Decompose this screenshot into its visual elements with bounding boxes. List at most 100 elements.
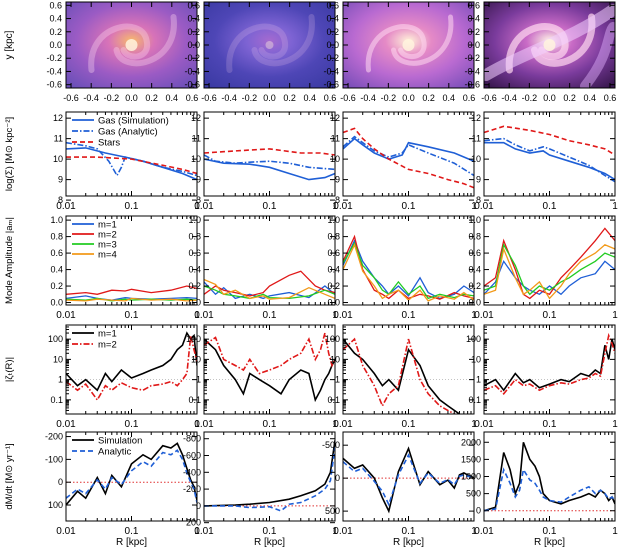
modes-ytick-label: 0.6 [50, 248, 63, 258]
modes-panel-2: 0.01 0.1 10.00.20.40.60.81.0 [188, 215, 338, 321]
modes-panel-3: 0.01 0.1 1 0.0 0.2 0.4 0.6 0.8 1.0 [327, 215, 477, 321]
modes-series-m-3 [343, 241, 474, 300]
sigma-series-gas-analytic- [204, 154, 335, 171]
map-ytick-label: -0.2 [46, 53, 62, 63]
modes-ytick-label: 1.0 [327, 215, 340, 225]
legend-label: Stars [98, 138, 120, 149]
mdot-ylabel: dM/dt [M⊙ yr⁻¹] [4, 443, 15, 509]
map-xtick-label: -0.4 [501, 93, 517, 103]
map-ytick-label: -0.6 [46, 80, 62, 90]
mdot-xtick-label: 0.01 [56, 526, 76, 537]
sigma-ytick-label: 11 [472, 134, 481, 144]
sigma-series-stars [343, 127, 474, 189]
map-xtick-label: 0.2 [422, 93, 435, 103]
sigma-series-gas-simulation- [204, 158, 335, 181]
modes-ytick-label: 1.0 [188, 215, 201, 225]
mdot-ytick-label: -400 [183, 467, 201, 477]
modes-panel-bg [343, 216, 474, 305]
map-ylabel: y [kpc] [4, 30, 15, 59]
map-xtick-label: -0.6 [481, 93, 497, 103]
sigma-ytick-label: 10 [330, 154, 340, 164]
mdot-xtick-label: 1 [194, 526, 200, 537]
modes-ytick-label: 0.0 [327, 298, 340, 308]
torque-ytick-label: 10 [330, 354, 340, 364]
modes-xtick-label: 1 [332, 310, 338, 321]
sigma-ytick-label: 9 [58, 175, 63, 185]
modes-series-group [66, 285, 197, 302]
map-xtick-label: 0.2 [563, 93, 576, 103]
modes-xtick-label: 0.01 [474, 310, 494, 321]
modes-ytick-label: 0.2 [50, 281, 63, 291]
modes-xtick-label: 0.01 [333, 310, 353, 321]
sigma-ytick-label: 9 [196, 175, 201, 185]
modes-ytick-label: 0.8 [327, 232, 340, 242]
sigma-series-gas-analytic- [66, 141, 197, 178]
sigma-xtick-label: 1 [471, 201, 477, 212]
modes-panel-bg [66, 216, 197, 305]
map-ytick-label: 0.6 [187, 0, 200, 10]
sigma-xtick-label: 1 [612, 201, 618, 212]
sigma-series-gas-simulation- [484, 141, 615, 181]
map-xtick-label: 0.0 [543, 93, 556, 103]
modes-xtick-label: 0.01 [194, 310, 214, 321]
legend-label: m=2 [98, 230, 117, 241]
torque-series-m-2 [66, 335, 197, 402]
map-xtick-label: 0.2 [283, 93, 296, 103]
x-axis-label: R [kpc] [534, 537, 565, 548]
torque-ytick-label: 100 [186, 334, 201, 344]
map-ytick-label: 0.6 [49, 0, 62, 10]
modes-ytick-label: 0.8 [50, 232, 63, 242]
sigma-ytick-label: 8 [476, 195, 481, 205]
map-ytick-label: -0.6 [184, 80, 200, 90]
mdot-panel-2: 0.01 0.1 1 -800 -600 -400 -200 0 200 [183, 431, 338, 537]
modes-ytick-label: 0.0 [188, 298, 201, 308]
map-ytick-label: -0.6 [323, 80, 339, 90]
torque-panel-bg [204, 325, 335, 414]
tidal-tail [580, 22, 615, 88]
map-ytick-label: -0.4 [46, 66, 62, 76]
map-xtick-label: -0.4 [221, 93, 237, 103]
modes-ytick-label: 0.2 [327, 281, 340, 291]
modes-ytick-label: 0.4 [188, 265, 201, 275]
modes-ytick-label: 0.0 [468, 298, 481, 308]
legend-label: Gas (Simulation) [98, 116, 169, 127]
map-xtick-label: 0.0 [402, 93, 415, 103]
map-xtick-label: 0.4 [304, 93, 317, 103]
map-xtick-label: -0.6 [340, 93, 356, 103]
density-map-image [204, 2, 335, 88]
sigma-xtick-label: 0.1 [263, 201, 277, 212]
torque-series-m-2 [204, 332, 335, 375]
mdot-panel-bg [204, 432, 335, 521]
torque-ytick-label: 10 [53, 354, 63, 364]
sigma-ylabel: log(Σ) [M⊙ kpc⁻²] [4, 117, 15, 191]
modes-ytick-label: 1.0 [50, 215, 63, 225]
modes-ytick-label: 0.4 [327, 265, 340, 275]
torque-series-group [204, 332, 335, 403]
mdot-ytick-label: -200 [183, 484, 201, 494]
x-axis-labels: R [kpc] R [kpc] R [kpc] R [kpc] [116, 537, 565, 548]
sigma-ytick-label: 10 [471, 154, 481, 164]
torque-legend: m=1m=2 [72, 329, 117, 351]
modes-ytick-label: 0.4 [468, 265, 481, 275]
map-ytick-label: 0.4 [49, 14, 62, 24]
map-xtick-label: -0.4 [83, 93, 99, 103]
map-ytick-label: -0.4 [184, 66, 200, 76]
sigma-ytick-label: 10 [191, 154, 201, 164]
legend-label: Analytic [98, 447, 132, 458]
mdot-series-simulation [484, 442, 615, 512]
mdot-xtick-label: 1 [612, 526, 618, 537]
spiral-arm [251, 14, 315, 67]
map-panel-2: -0.6-0.6-0.4-0.4-0.2-0.20.00.00.20.20.40… [184, 0, 336, 103]
sigma-series-group [204, 148, 335, 181]
mdot-ytick-label: 0 [196, 501, 201, 511]
map-ytick-label: 0.6 [467, 0, 480, 10]
map-ytick-label: -0.4 [464, 66, 480, 76]
map-xtick-label: -0.2 [104, 93, 120, 103]
sigma-series-group [343, 127, 474, 189]
torque-xtick-label: 1 [471, 419, 477, 430]
galaxy-core [402, 39, 415, 51]
modes-series-m-4 [484, 244, 615, 300]
